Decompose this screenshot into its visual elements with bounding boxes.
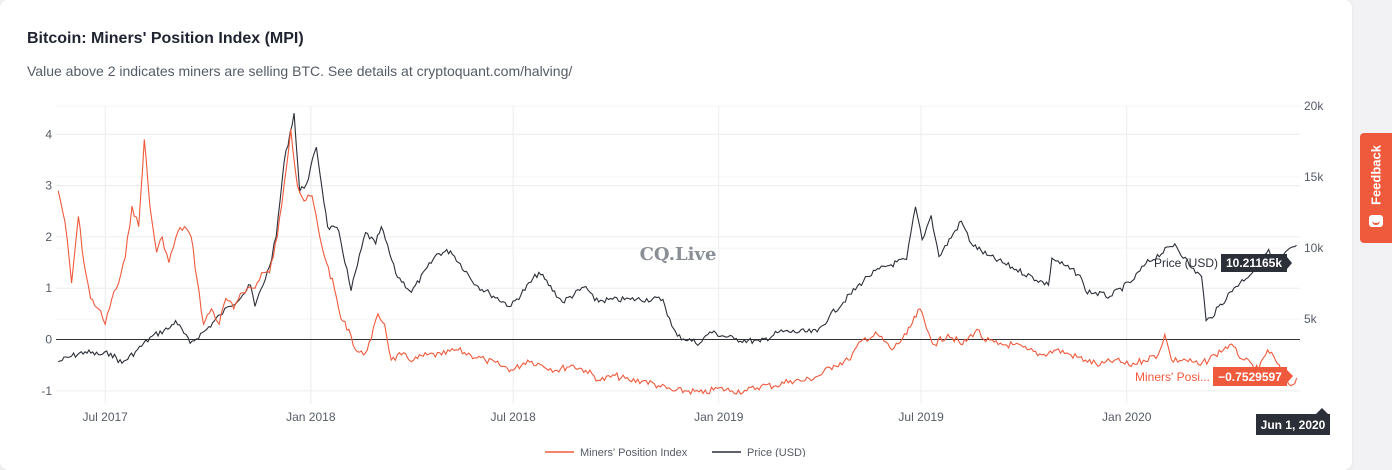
legend-label-mpi: Miners' Position Index (580, 447, 688, 457)
x-tick-label: Jul 2018 (490, 410, 536, 424)
x-tick-label: Jan 2019 (694, 410, 744, 424)
feedback-tab[interactable]: Feedback (1360, 133, 1392, 243)
y-right-tick-label: 10k (1304, 241, 1324, 255)
legend-item-mpi[interactable]: Miners' Position Index (545, 447, 688, 457)
y-axis-right: 5k 10k 15k 20k (1304, 99, 1324, 326)
x-tick-label: Jul 2019 (898, 410, 944, 424)
price-tag-label: Price (USD) (1154, 256, 1218, 270)
price-tag-value: 10.21165k (1226, 256, 1282, 270)
y-left-tick-label: -1 (41, 384, 52, 398)
mpi-tag-label: Miners' Posi... (1135, 370, 1210, 384)
date-tag-pointer (1316, 408, 1328, 414)
mpi-tag-pointer (1287, 370, 1293, 383)
feedback-label: Feedback (1368, 145, 1384, 205)
legend: Miners' Position Index Price (USD) (545, 447, 806, 457)
y-right-tick-label: 5k (1304, 312, 1318, 326)
price-hover-tag: Price (USD) 10.21165k (1154, 254, 1292, 272)
x-tick-label: Jan 2018 (286, 410, 336, 424)
x-tick-label: Jul 2017 (82, 410, 128, 424)
grid-lines (56, 105, 1300, 404)
y-right-tick-label: 15k (1304, 170, 1324, 184)
mpi-price-chart[interactable]: CQ.Live -1 0 1 2 3 4 5k 10k 15k 20k Jul 2017 Jan … (0, 0, 1392, 457)
date-hover-tag: Jun 1, 2020 (1256, 408, 1330, 435)
price-tag-pointer (1287, 257, 1292, 269)
legend-item-price[interactable]: Price (USD) (712, 447, 806, 457)
date-tag-box (1256, 414, 1330, 435)
legend-label-price: Price (USD) (747, 447, 806, 457)
price-tag-box (1221, 254, 1287, 272)
mpi-tag-box (1213, 367, 1287, 386)
x-axis: Jul 2017 Jan 2018 Jul 2018 Jan 2019 Jul 2019… (82, 410, 1151, 424)
y-right-tick-label: 20k (1304, 99, 1324, 113)
y-left-tick-label: 3 (45, 179, 52, 193)
y-axis-left: -1 0 1 2 3 4 (41, 127, 52, 398)
mpi-hover-tag: Miners' Posi... −0.7529597 (1135, 367, 1293, 386)
chart-subtitle: Value above 2 indicates miners are selli… (27, 63, 573, 79)
chart-title: Bitcoin: Miners' Position Index (MPI) (27, 30, 304, 47)
smile-chat-icon (1369, 215, 1383, 227)
mpi-series-line[interactable] (57, 129, 1298, 396)
watermark-text: CQ.Live (640, 244, 717, 265)
mpi-tag-value: −0.7529597 (1218, 370, 1282, 384)
x-tick-label: Jan 2020 (1102, 410, 1152, 424)
price-series-line[interactable] (57, 113, 1297, 365)
y-left-tick-label: 4 (45, 127, 52, 141)
y-left-tick-label: 2 (45, 230, 52, 244)
date-tag-value: Jun 1, 2020 (1261, 418, 1326, 432)
y-left-tick-label: 0 (45, 333, 52, 347)
y-left-tick-label: 1 (45, 281, 52, 295)
